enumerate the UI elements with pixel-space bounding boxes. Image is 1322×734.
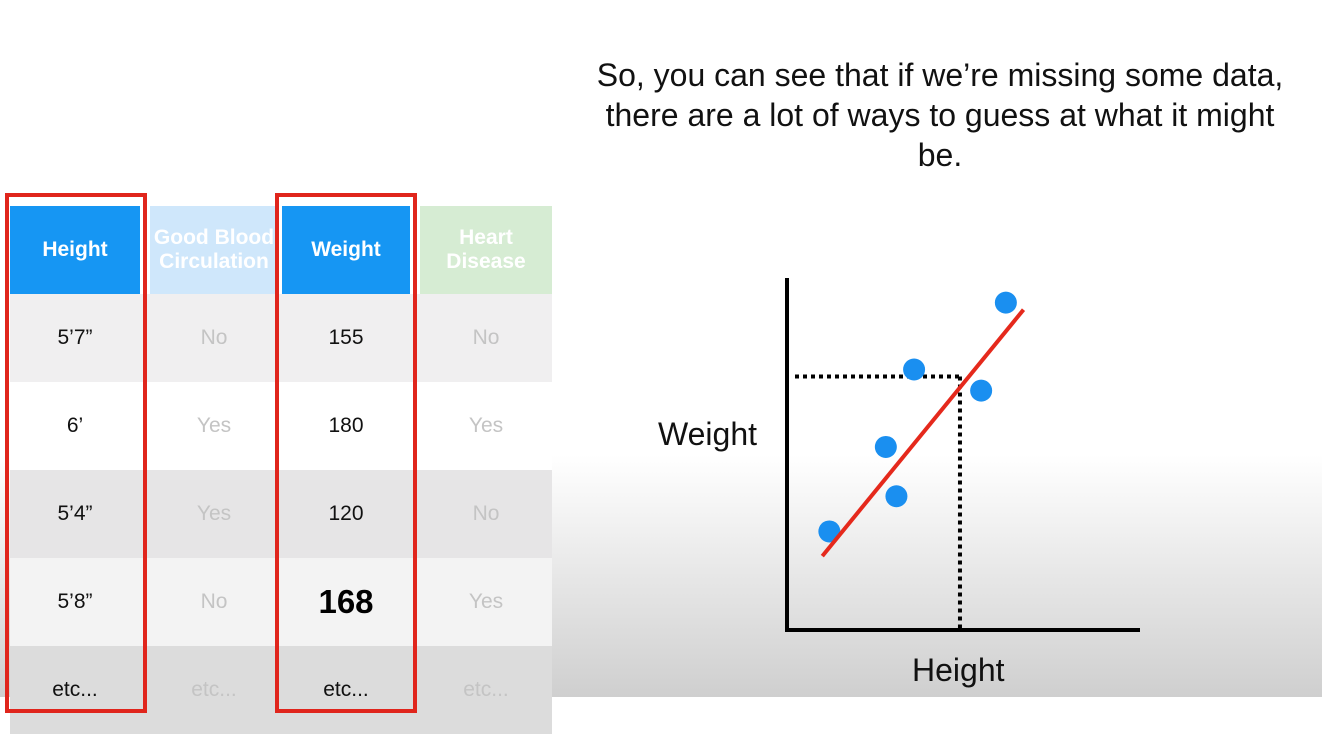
data-point <box>903 358 926 381</box>
cell-heart-disease: No <box>472 326 500 349</box>
cell-weight: 155 <box>328 326 364 349</box>
data-point <box>970 379 993 402</box>
table-row <box>10 470 552 558</box>
y-axis-label: Weight <box>658 416 758 452</box>
cell-height: 6’ <box>66 414 84 437</box>
trend-line <box>820 308 1026 558</box>
caption-text: So, you can see that if we’re missing so… <box>596 57 1284 173</box>
scatter-chart <box>785 278 1140 632</box>
cell-blood-circulation: No <box>200 590 228 613</box>
table-row <box>10 294 552 382</box>
data-point <box>818 520 841 543</box>
cell-height: etc... <box>52 678 98 701</box>
header-weight: Weight <box>282 206 410 294</box>
cell-blood-circulation: etc... <box>191 678 237 701</box>
cell-weight: 180 <box>328 414 364 437</box>
cell-height: 5’8” <box>57 590 93 613</box>
cell-weight: etc... <box>323 678 369 701</box>
data-point <box>994 291 1017 314</box>
cell-heart-disease: etc... <box>463 678 509 701</box>
header-good-blood-circulation: Good Blood Circulation <box>150 206 278 294</box>
header-heart-disease: Heart Disease <box>420 206 552 294</box>
cell-height: 5’7” <box>57 326 93 349</box>
table-row <box>10 558 552 646</box>
cell-blood-circulation: No <box>200 326 228 349</box>
header-height: Height <box>10 206 140 294</box>
cell-blood-circulation: Yes <box>196 414 232 437</box>
cell-blood-circulation: Yes <box>196 502 232 525</box>
cell-heart-disease: Yes <box>468 590 504 613</box>
cell-weight: 120 <box>328 502 364 525</box>
data-point <box>885 485 908 508</box>
x-axis-label: Height <box>912 652 1005 688</box>
data-point <box>874 435 897 458</box>
cell-weight-imputed: 168 <box>318 583 374 620</box>
cell-heart-disease: No <box>472 502 500 525</box>
cell-heart-disease: Yes <box>468 414 504 437</box>
cell-height: 5’4” <box>57 502 93 525</box>
table-row <box>10 382 552 470</box>
